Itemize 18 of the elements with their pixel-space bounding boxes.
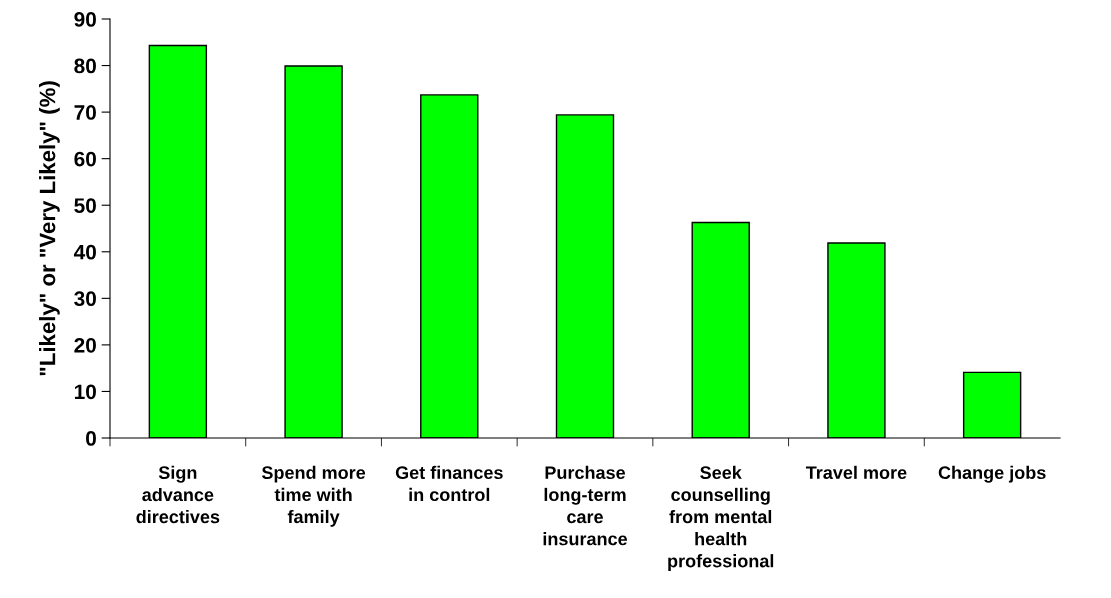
y-tick-label: 70 [74,105,96,120]
x-tick-label: Get finances in control [395,465,503,502]
x-tick-label: Travel more [805,465,907,480]
y-tick-label: 60 [74,151,96,167]
y-tick-label: 50 [74,198,96,213]
y-tick-label: 20 [74,337,96,353]
y-axis-title: "Likely" or "Very Likely" (%) [39,81,60,376]
x-tick-label: Seek counselling from mental health professional [668,465,774,571]
y-tick-label: 40 [73,244,96,260]
y-tick-label: 30 [74,291,96,307]
x-tick-label: Spend more time with family [261,465,366,527]
y-tick-label: 0 [86,431,96,446]
x-tick-label: Change jobs [938,465,1046,483]
y-tick-label: 80 [74,58,96,74]
y-tick-label: 10 [74,384,96,400]
y-tick-label: 90 [74,12,96,27]
x-tick-label: Purchase long-term care insurance [543,465,628,546]
x-tick-label: Sign advance directives [136,465,220,524]
